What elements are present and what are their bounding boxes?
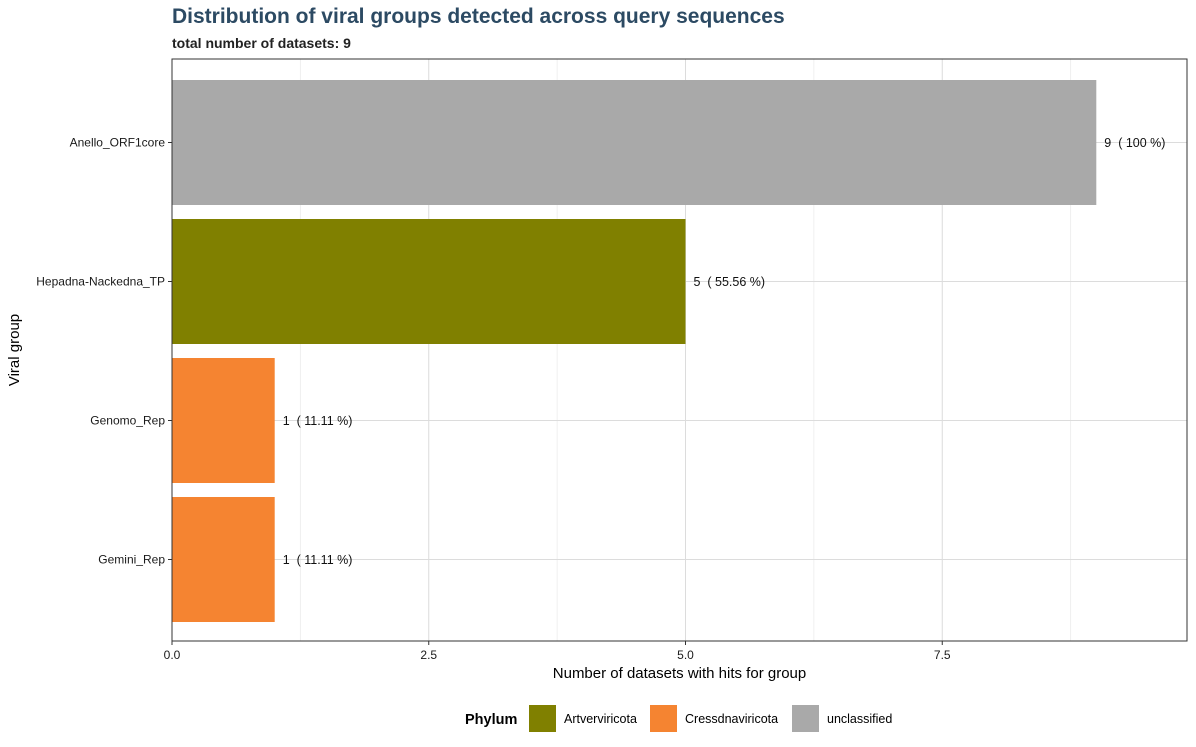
x-tick-label: 5.0	[677, 648, 694, 662]
legend-label: Cressdnaviricota	[685, 712, 778, 726]
bar-gemini_rep	[172, 497, 275, 622]
plot-panel	[171, 58, 1188, 642]
y-axis-title: Viral group	[6, 314, 23, 386]
y-tick-label: Gemini_Rep	[98, 553, 165, 567]
legend-label: unclassified	[827, 712, 892, 726]
bar-genomo_rep	[172, 358, 275, 483]
bar-value-label: 9 ( 100 %)	[1104, 136, 1165, 150]
chart-title: Distribution of viral groups detected ac…	[172, 5, 785, 28]
legend-key-cressdnaviricota	[650, 705, 677, 732]
y-tick-label: Hepadna-Nackedna_TP	[36, 275, 165, 289]
x-tick-label: 0.0	[164, 648, 181, 662]
x-axis-ticks: 0.0 2.5 5.0 7.5	[164, 641, 951, 662]
data-labels: 9 ( 100 %) 5 ( 55.56 %) 1 ( 11.11 %) 1 ( 11…	[283, 136, 1166, 567]
bar-value-label: 1 ( 11.11 %)	[283, 553, 353, 567]
y-tick-label: Genomo_Rep	[90, 414, 165, 428]
x-axis-title: Number of datasets with hits for group	[553, 665, 806, 682]
bar-value-label: 5 ( 55.56 %)	[694, 275, 766, 289]
legend-key-artverviricota	[529, 705, 556, 732]
legend-title: Phylum	[465, 712, 517, 728]
bar-anello_orf1core	[172, 80, 1097, 205]
bar-value-label: 1 ( 11.11 %)	[283, 414, 353, 428]
chart-subtitle: total number of datasets: 9	[172, 35, 351, 51]
x-tick-label: 2.5	[420, 648, 437, 662]
y-tick-label: Anello_ORF1core	[70, 136, 166, 150]
legend-key-unclassified	[792, 705, 819, 732]
x-tick-label: 7.5	[934, 648, 951, 662]
legend-label: Artverviricota	[564, 712, 637, 726]
y-axis-ticks: Anello_ORF1core Hepadna-Nackedna_TP Genomo…	[36, 136, 172, 567]
bar-hepadna-nackedna_tp	[172, 219, 686, 344]
bars	[172, 80, 1097, 622]
legend: Phylum Artverviricota Cressdnaviricota unc…	[465, 705, 892, 732]
